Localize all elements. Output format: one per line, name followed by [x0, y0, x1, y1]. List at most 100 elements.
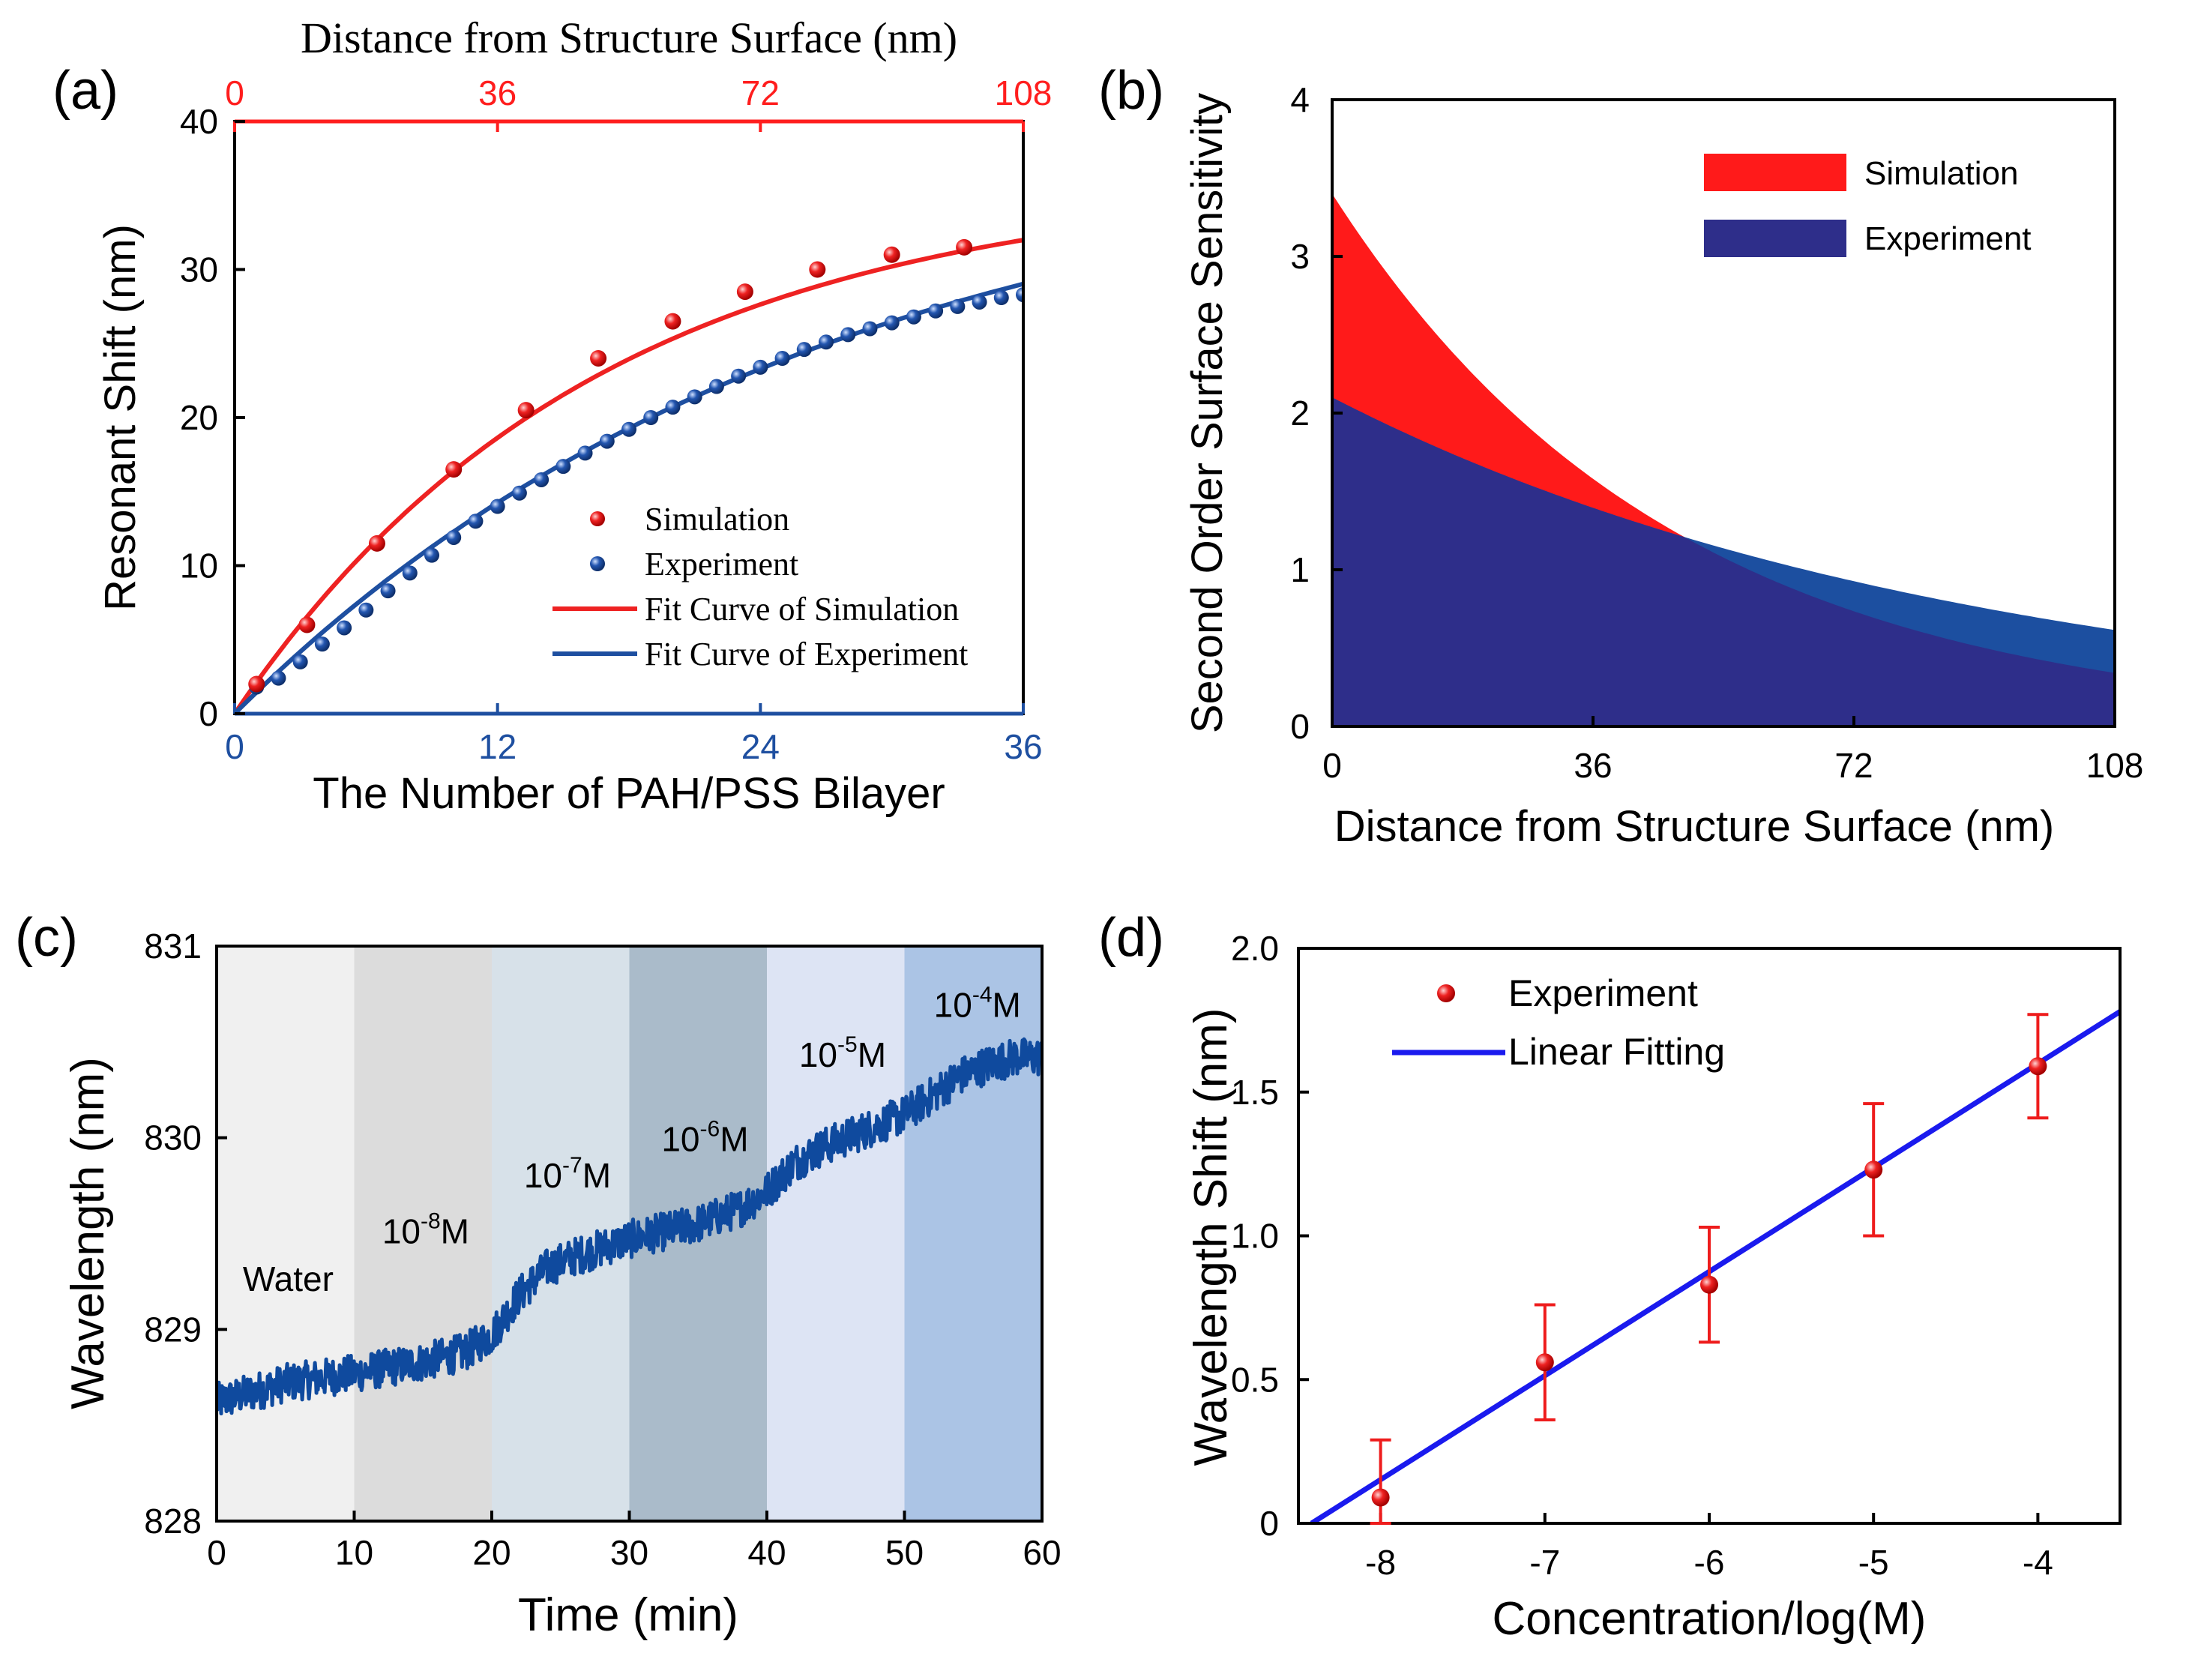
simulation-point	[736, 283, 753, 301]
region-label-exponent: -8	[421, 1208, 441, 1233]
x-tick-label: 12	[478, 727, 517, 766]
panel-a-top-axis-title: Distance from Structure Surface (nm)	[301, 13, 957, 62]
panel-c-x-axis-title: Time (min)	[518, 1589, 738, 1641]
x-tick-label: 0	[225, 727, 244, 766]
simulation-point	[883, 246, 900, 263]
y-tick-label: 2	[1290, 394, 1310, 433]
x-tick-label: 10	[335, 1533, 373, 1572]
experiment-point	[468, 514, 484, 529]
y-tick-label: 10	[180, 547, 218, 585]
y-tick-label: 1	[1290, 550, 1310, 589]
experiment-point	[446, 529, 462, 545]
top-tick-label: 0	[225, 73, 244, 112]
region-label-exponent: -4	[972, 983, 993, 1008]
experiment-point	[972, 294, 987, 310]
panel-a-legend: Simulation Experiment Fit Curve of Simul…	[552, 501, 968, 672]
y-tick-label: 0	[199, 694, 218, 733]
x-tick-label: 24	[741, 727, 780, 766]
experiment-point	[424, 547, 439, 563]
region-label: 10-6M	[661, 1117, 748, 1159]
legend-experiment-marker	[1437, 984, 1455, 1002]
y-tick-label: 40	[180, 102, 218, 141]
panel-b-x-axis-title: Distance from Structure Surface (nm)	[1334, 802, 2055, 851]
experiment-point	[1535, 1353, 1554, 1372]
experiment-point	[577, 445, 593, 461]
y-tick-label: 0	[1259, 1504, 1279, 1543]
experiment-point	[599, 433, 615, 449]
simulation-point	[809, 261, 826, 278]
simulation-point	[664, 313, 681, 330]
experiment-point	[731, 368, 747, 384]
simulation-point	[298, 616, 316, 633]
region-band	[904, 946, 1042, 1521]
experiment-point	[2029, 1057, 2047, 1076]
y-tick-label: 0.5	[1231, 1360, 1279, 1399]
x-tick-label: 50	[885, 1533, 924, 1572]
region-label-base: 10	[382, 1211, 421, 1250]
experiment-point	[1700, 1275, 1718, 1294]
experiment-point	[1016, 287, 1023, 303]
region-label-base: 10	[524, 1156, 562, 1195]
y-tick-label: 828	[144, 1502, 202, 1541]
y-tick-label: 831	[144, 927, 202, 966]
experiment-point	[1864, 1160, 1883, 1179]
experiment-point	[687, 389, 702, 405]
x-tick-label: -4	[2023, 1543, 2053, 1582]
panel-d-x-axis-title: Concentration/log(M)	[1493, 1593, 1927, 1645]
region-label: 10-8M	[382, 1208, 469, 1250]
x-tick-label: 36	[1574, 746, 1612, 785]
experiment-point	[380, 583, 396, 599]
panel-d-legend: Experiment Linear Fitting	[1392, 972, 1725, 1073]
region-band	[492, 946, 630, 1521]
experiment-point	[928, 303, 944, 319]
y-tick-label: 0	[1290, 707, 1310, 746]
experiment-point	[314, 636, 330, 652]
region-label-exponent: -5	[837, 1032, 858, 1057]
x-tick-label: 108	[2086, 746, 2144, 785]
experiment-point	[819, 334, 834, 350]
panel-a-y-axis-title: Resonant Shift (nm)	[96, 224, 145, 611]
region-label-unit: M	[582, 1156, 611, 1195]
simulation-point	[445, 461, 463, 478]
region-label-base: 10	[661, 1120, 699, 1159]
experiment-point	[292, 654, 308, 669]
panel-b-legend: Simulation Experiment	[1704, 154, 2032, 257]
experiment-point	[621, 421, 636, 437]
simulation-point	[517, 402, 535, 419]
x-tick-label: 30	[610, 1533, 648, 1572]
legend-linear-fitting-label: Linear Fitting	[1508, 1031, 1725, 1073]
experiment-point	[950, 298, 966, 314]
region-label-base: 10	[799, 1035, 837, 1074]
simulation-point	[368, 535, 385, 552]
x-tick-label: 36	[1004, 727, 1042, 766]
panel-d-y-axis-title: Wavelength Shift (nm)	[1185, 1008, 1237, 1466]
y-tick-label: 3	[1290, 237, 1310, 276]
experiment-point	[884, 315, 900, 331]
region-label: Water	[243, 1259, 334, 1298]
legend-simulation-label: Simulation	[645, 501, 789, 538]
panel-a-x-axis-title: The Number of PAH/PSS Bilayer	[313, 769, 945, 818]
experiment-area	[1332, 397, 2115, 726]
region-label-unit: M	[993, 986, 1021, 1025]
region-label-unit: M	[858, 1035, 886, 1074]
experiment-point	[708, 379, 724, 394]
experiment-point	[1371, 1488, 1390, 1507]
top-tick-label: 72	[741, 73, 780, 112]
legend-fit-experiment-label: Fit Curve of Experiment	[645, 636, 968, 672]
experiment-point	[862, 321, 878, 337]
y-tick-label: 829	[144, 1310, 202, 1349]
y-tick-label: 20	[180, 398, 218, 437]
region-label-exponent: -6	[700, 1117, 720, 1142]
experiment-point	[665, 400, 681, 415]
region-label-exponent: -7	[562, 1153, 582, 1178]
y-tick-label: 4	[1290, 80, 1310, 119]
experiment-point	[511, 485, 527, 501]
panel-c-label: (c)	[15, 908, 78, 968]
region-label-base: 10	[934, 986, 972, 1025]
legend-experiment-label: Experiment	[1508, 972, 1698, 1014]
x-tick-label: 60	[1023, 1533, 1061, 1572]
top-tick-label: 108	[995, 73, 1053, 112]
experiment-point	[643, 410, 659, 425]
legend-experiment-label: Experiment	[645, 546, 798, 582]
experiment-point	[753, 359, 768, 375]
